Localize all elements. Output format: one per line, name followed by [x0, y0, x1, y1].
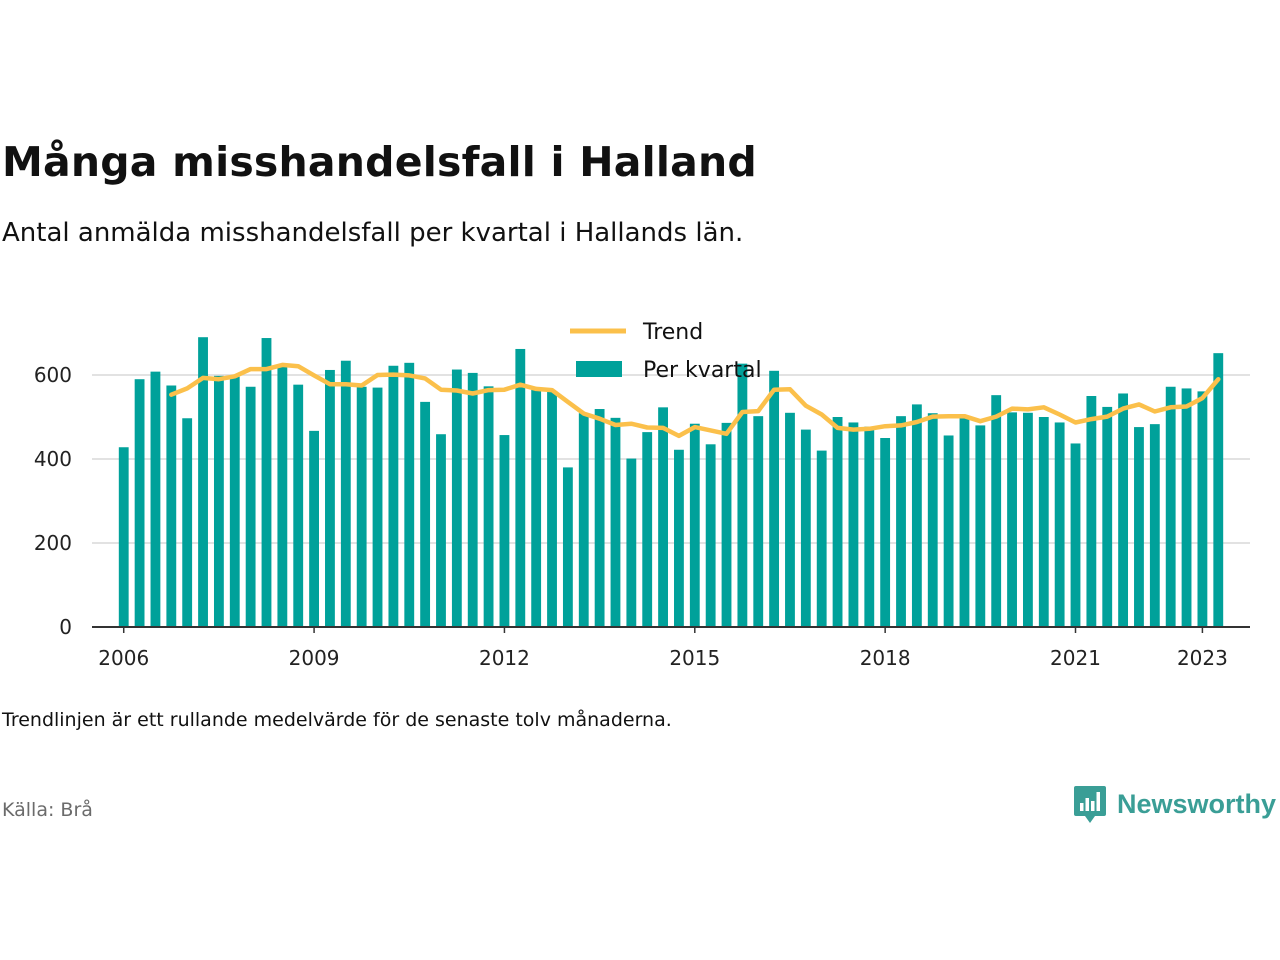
newsworthy-logo-icon	[1073, 786, 1106, 823]
y-tick-label: 400	[34, 447, 72, 471]
bar	[594, 409, 605, 627]
bar	[547, 391, 557, 627]
bar	[753, 416, 764, 627]
bar	[1070, 443, 1081, 627]
bar	[1213, 353, 1224, 627]
bar	[1134, 427, 1144, 627]
bar	[118, 447, 129, 627]
bar	[213, 375, 224, 627]
y-tick-label: 600	[34, 363, 72, 387]
chart-note: Trendlinjen är ett rullande medelvärde f…	[2, 709, 672, 731]
bar	[293, 384, 304, 627]
bar	[674, 449, 684, 627]
bar	[832, 417, 843, 627]
brand-name: Newsworthy	[1116, 788, 1276, 819]
bar	[499, 435, 510, 627]
bar	[626, 458, 637, 627]
bar	[420, 401, 431, 627]
bar	[325, 369, 335, 627]
bar	[1149, 424, 1160, 627]
bar	[515, 348, 526, 627]
x-tick-label: 2018	[860, 646, 911, 670]
bar	[467, 372, 478, 627]
chart-subtitle: Antal anmälda misshandelsfall per kvarta…	[2, 218, 744, 248]
bar	[769, 370, 780, 627]
bar	[277, 366, 288, 627]
chart-title: Många misshandelsfall i Halland	[2, 138, 757, 186]
bar	[245, 386, 256, 627]
bar	[182, 418, 193, 627]
y-tick-label: 200	[34, 531, 72, 555]
bar	[927, 413, 938, 627]
bar	[229, 376, 240, 627]
bar	[737, 363, 748, 627]
source-label: Källa: Brå	[2, 799, 93, 821]
bar	[1007, 412, 1017, 627]
bar	[991, 395, 1002, 627]
bar	[483, 386, 494, 627]
trend-line	[169, 362, 1221, 439]
bar	[610, 417, 621, 627]
bar	[658, 407, 668, 627]
bar	[372, 387, 383, 627]
bars	[118, 337, 1224, 627]
bar	[689, 423, 700, 627]
bar	[150, 371, 161, 627]
x-tick-label: 2009	[289, 646, 340, 670]
bar	[911, 404, 922, 627]
bar	[356, 386, 367, 627]
bar	[785, 412, 795, 627]
x-tick-label: 2006	[98, 646, 149, 670]
x-tick-label: 2012	[479, 646, 530, 670]
x-tick-label: 2015	[669, 646, 720, 670]
bar	[642, 432, 653, 627]
bar	[531, 388, 542, 627]
bar	[1197, 391, 1208, 627]
bar	[896, 416, 906, 627]
bar	[816, 450, 827, 627]
bar	[562, 467, 573, 627]
brand-logo[interactable]: Newsworthy	[1073, 784, 1276, 824]
trend-line-group	[169, 362, 1221, 439]
legend-label-bars: Per kvartal	[643, 358, 762, 383]
bar	[134, 379, 145, 627]
bar	[1102, 406, 1113, 627]
x-tick-label: 2023	[1177, 646, 1228, 670]
bar	[959, 418, 970, 627]
x-tick-label: 2021	[1050, 646, 1101, 670]
bar	[1165, 386, 1176, 627]
bar	[943, 435, 954, 627]
bar	[800, 429, 811, 627]
bar	[388, 365, 399, 627]
y-tick-label: 0	[59, 615, 72, 639]
bar	[451, 369, 462, 627]
bar	[705, 444, 716, 627]
bar	[1086, 396, 1097, 627]
bar	[166, 385, 177, 627]
axes: 2006 2009 2012 2015 2018 2021 2023	[92, 626, 1250, 670]
bar	[880, 438, 891, 627]
bar	[309, 430, 319, 627]
bar	[198, 337, 208, 627]
legend-label-trend: Trend	[642, 320, 703, 345]
legend: Trend Per kvartal	[570, 320, 762, 383]
bar	[1181, 388, 1192, 627]
bar	[578, 413, 589, 627]
bar	[864, 426, 875, 627]
bar	[436, 434, 446, 627]
bar	[721, 422, 732, 627]
bar	[975, 425, 986, 627]
bar	[1038, 417, 1049, 627]
bar	[261, 338, 272, 627]
bar	[1118, 393, 1129, 627]
bar	[848, 422, 859, 627]
bar	[1023, 412, 1033, 627]
bar	[340, 360, 351, 627]
bar	[404, 362, 415, 627]
legend-swatch-bars	[576, 361, 622, 377]
bar	[1054, 422, 1065, 627]
